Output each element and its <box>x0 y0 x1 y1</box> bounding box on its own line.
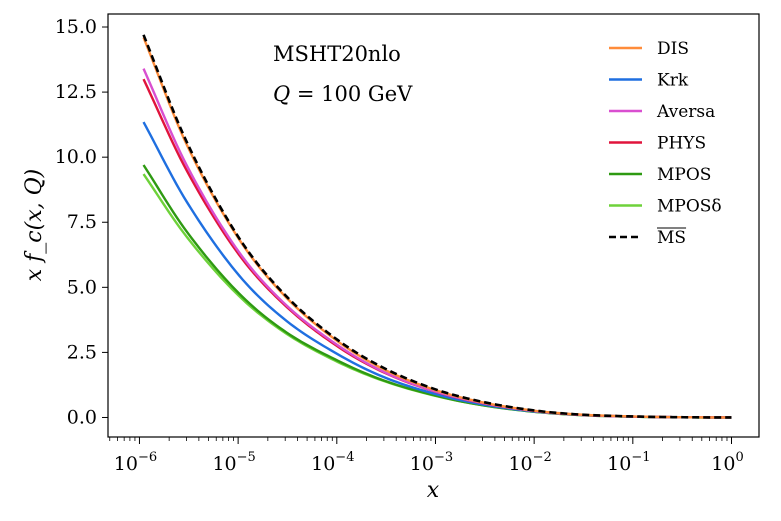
y-axis-label: x f_c(x, Q) <box>22 169 47 281</box>
x-tick-label: 10−2 <box>508 450 551 475</box>
legend-label: PHYS <box>657 134 706 154</box>
plot-frame <box>107 13 760 438</box>
legend-label: MPOSδ <box>657 197 722 217</box>
y-tick-label: 0.0 <box>67 406 97 428</box>
y-axis-label-text: x f_c(x, Q) <box>22 169 47 281</box>
series-line-phys <box>142 78 732 419</box>
series-line-dis <box>142 36 732 419</box>
series-line-mpos <box>142 164 732 419</box>
legend-label: Krk <box>657 71 689 91</box>
x-tick-label: 10−3 <box>410 450 453 475</box>
y-tick-label: 2.5 <box>67 341 97 363</box>
annotation-scale-var: Q <box>273 82 290 106</box>
y-tick-label: 10.0 <box>55 146 97 168</box>
x-tick-label: 10−1 <box>607 450 650 475</box>
x-tick-label: 100 <box>711 450 743 475</box>
annotation-pdf-set: MSHT20nlo <box>273 42 401 66</box>
x-axis-ticks: 10−6 10−5 10−4 10−3 10−2 10−1 100 <box>114 437 744 475</box>
legend-label: MPOS <box>657 165 711 185</box>
legend: DIS Krk Aversa PHYS MPOS MPOSδ MS <box>609 39 722 248</box>
legend-label: DIS <box>657 39 689 59</box>
x-tick-label: 10−6 <box>114 450 157 475</box>
series-line-mpos <box>142 173 732 419</box>
annotation-scale-value: = 100 GeV <box>290 82 413 106</box>
x-tick-label: 10−4 <box>311 450 354 475</box>
x-minor-ticks <box>109 437 728 441</box>
y-tick-label: 7.5 <box>67 211 97 233</box>
y-axis-ticks: 0.0 2.5 5.0 7.5 10.0 12.5 15.0 <box>55 16 108 428</box>
y-tick-label: 12.5 <box>55 81 97 103</box>
annotation-scale: Q = 100 GeV <box>273 82 413 106</box>
y-tick-label: 5.0 <box>67 276 97 298</box>
legend-label: MS <box>657 228 686 248</box>
legend-label: Aversa <box>656 102 715 122</box>
series-line-krk <box>142 121 732 419</box>
series-lines <box>142 34 732 419</box>
x-tick-label: 10−5 <box>212 450 255 475</box>
x-axis-label: x <box>427 478 440 503</box>
series-line-aversa <box>142 68 732 419</box>
series-line-ms <box>142 34 732 419</box>
y-tick-label: 15.0 <box>55 16 97 38</box>
